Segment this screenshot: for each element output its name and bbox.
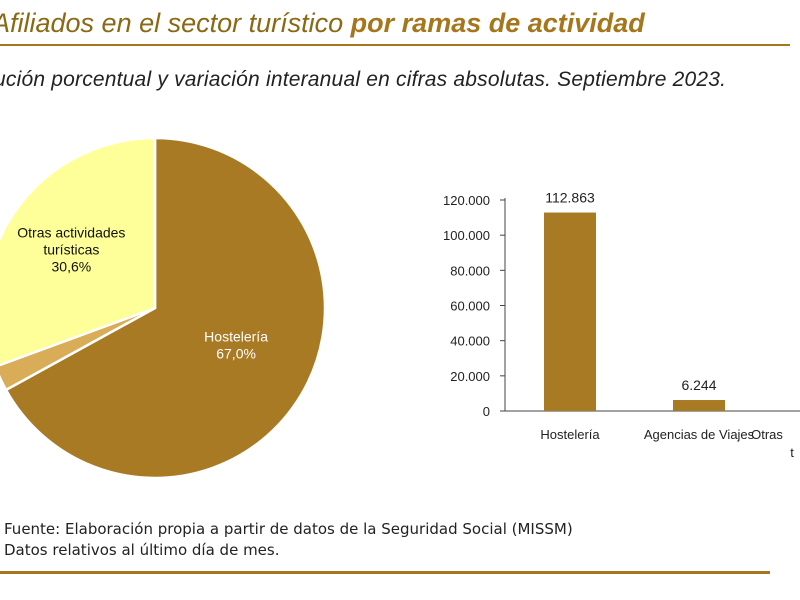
bar bbox=[673, 400, 725, 411]
pie-slice-label: Otras actividades bbox=[17, 225, 125, 241]
title-underline bbox=[0, 44, 790, 46]
x-category-label: Hostelería bbox=[540, 427, 600, 442]
source-note: Fuente: Elaboración propia a partir de d… bbox=[4, 520, 573, 538]
pie-slice bbox=[0, 306, 156, 392]
y-tick-label: 80.000 bbox=[450, 263, 490, 278]
bar-value-label: 6.244 bbox=[681, 377, 716, 393]
chart-subtitle: ución porcentual y variación interanual … bbox=[0, 68, 727, 91]
data-note: Datos relativos al último día de mes. bbox=[4, 541, 280, 559]
y-tick-label: 100.000 bbox=[443, 228, 490, 243]
pie-slice bbox=[4, 136, 327, 480]
pie-slice-label: 30,6% bbox=[52, 259, 92, 275]
chart-title: Afiliados en el sector turístico por ram… bbox=[0, 8, 645, 39]
bar-chart: 0 20.000 40.000 60.000 80.000 100.000 120.000 1… bbox=[443, 190, 800, 460]
y-tick-label: 0 bbox=[483, 404, 490, 419]
bar-value-label: 112.863 bbox=[545, 190, 595, 206]
bar bbox=[544, 212, 596, 411]
pie-slice bbox=[0, 136, 157, 367]
y-tick-label: 20.000 bbox=[450, 369, 490, 384]
y-tick-label: 40.000 bbox=[450, 334, 490, 349]
pie-slice-label: 67,0% bbox=[216, 345, 256, 361]
bottom-rule bbox=[0, 571, 770, 574]
title-regular: Afiliados en el sector turístico bbox=[0, 8, 351, 38]
x-category-label: Otras bbox=[751, 427, 783, 442]
footnotes: Fuente: Elaboración propia a partir de d… bbox=[4, 519, 573, 561]
title-bold: por ramas de actividad bbox=[350, 8, 645, 38]
pie-slice-label: Hostelería bbox=[204, 328, 268, 344]
x-category-label: t bbox=[790, 445, 794, 460]
x-category-label: Agencias de Viajes bbox=[644, 427, 755, 442]
y-tick-label: 60.000 bbox=[450, 299, 490, 314]
y-tick-label: 120.000 bbox=[443, 193, 490, 208]
pie-slice-label: turísticas bbox=[43, 242, 99, 258]
